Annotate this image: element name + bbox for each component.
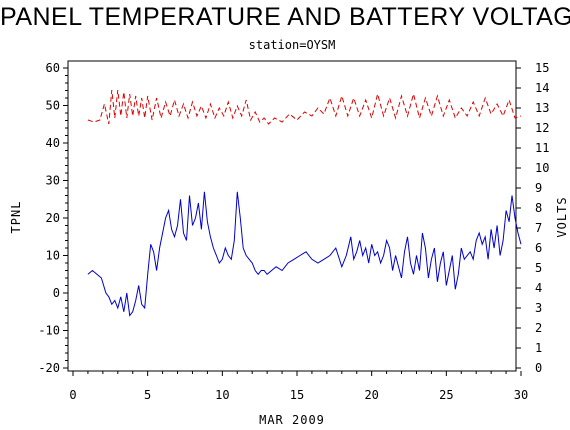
- bottom-tick-label: 5: [144, 388, 151, 402]
- right-tick-label: 0: [535, 361, 542, 375]
- left-tick-label: -10: [38, 324, 60, 338]
- right-tick-label: 13: [535, 101, 549, 115]
- bottom-tick-label: 0: [69, 388, 76, 402]
- right-tick-label: 1: [535, 341, 542, 355]
- right-tick-label: 10: [535, 161, 549, 175]
- chart-title: PANEL TEMPERATURE AND BATTERY VOLTAGE: [0, 3, 570, 31]
- plot-frame: [67, 60, 517, 372]
- bottom-tick-label: 30: [514, 388, 528, 402]
- left-tick-label: 0: [53, 286, 60, 300]
- right-tick-label: 8: [535, 201, 542, 215]
- right-tick-label: 12: [535, 121, 549, 135]
- right-tick-label: 2: [535, 321, 542, 335]
- right-tick-label: 15: [535, 61, 549, 75]
- right-tick-label: 3: [535, 301, 542, 315]
- series-line-panel-temperature: [87, 191, 522, 317]
- x-axis-label: MAR 2009: [259, 413, 325, 427]
- bottom-tick-label: 10: [215, 388, 229, 402]
- left-tick-label: 60: [46, 61, 60, 75]
- bottom-axis: 0 5 10 15 20 25 30: [69, 371, 528, 402]
- right-tick-label: 14: [535, 81, 549, 95]
- right-tick-label: 5: [535, 261, 542, 275]
- right-tick-label: 11: [535, 141, 549, 155]
- chart-subtitle: station=OYSM: [248, 38, 336, 52]
- right-tick-label: 4: [535, 281, 542, 295]
- bottom-tick-label: 25: [439, 388, 453, 402]
- left-tick-label: 40: [46, 136, 60, 150]
- y-axis-label-right: VOLTS: [555, 196, 569, 237]
- left-tick-label: 50: [46, 99, 60, 113]
- right-tick-label: 7: [535, 221, 542, 235]
- left-tick-label: 20: [46, 211, 60, 225]
- right-tick-label: 6: [535, 241, 542, 255]
- left-axis: -20 -10 0 10 20 30 40 50 60: [38, 61, 68, 375]
- series-line-battery-voltage: [87, 89, 522, 125]
- y-axis-label-left: TPNL: [9, 201, 23, 234]
- left-tick-label: -20: [38, 361, 60, 375]
- bottom-tick-label: 15: [290, 388, 304, 402]
- bottom-tick-label: 20: [364, 388, 378, 402]
- left-tick-label: 30: [46, 174, 60, 188]
- right-tick-label: 9: [535, 181, 542, 195]
- series-layer: [87, 89, 522, 317]
- left-tick-label: 10: [46, 249, 60, 263]
